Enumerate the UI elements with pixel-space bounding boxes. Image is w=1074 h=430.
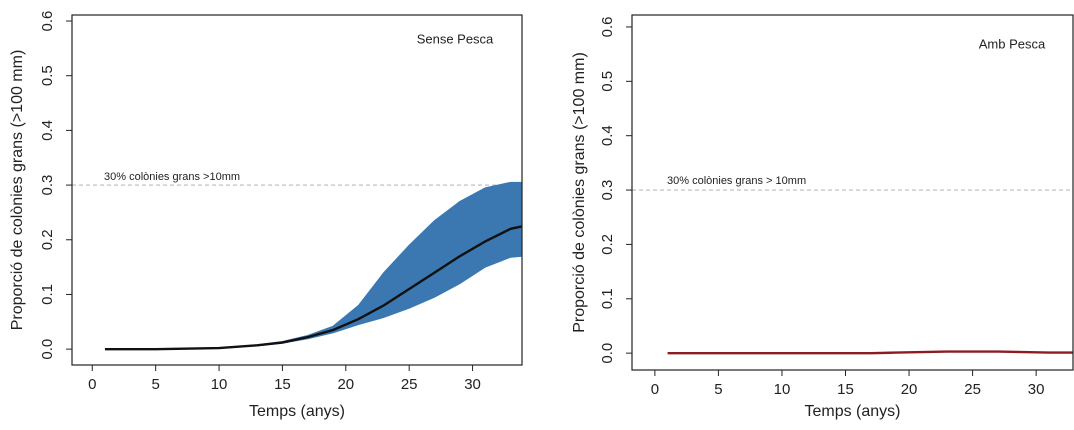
x-tick-label: 0	[651, 381, 659, 398]
chart-panel: 30% colònies grans > 10mm 0 5 10 15 20 25 30 0.0…	[571, 14, 1074, 420]
chart-title: Amb Pesca	[979, 36, 1046, 51]
y-axis-title: Proporció de colònies grans (>100 mm)	[9, 50, 26, 331]
x-tick-label: 30	[1028, 381, 1045, 398]
x-tick-label: 0	[88, 376, 96, 393]
x-tick-label: 15	[274, 376, 291, 393]
plot-frame	[71, 14, 523, 366]
x-tick-label: 25	[964, 381, 981, 398]
y-tick-label: 0.4	[599, 125, 616, 146]
y-tick-label: 0.4	[39, 120, 56, 141]
x-tick-label: 20	[901, 381, 918, 398]
y-tick-label: 0.5	[599, 71, 616, 92]
plot-area	[72, 181, 522, 351]
plot-frame	[631, 14, 1074, 371]
x-axis-title: Temps (anys)	[249, 403, 345, 420]
reference-label: 30% colònies grans >10mm	[104, 171, 240, 183]
plot-area	[632, 189, 1073, 355]
y-tick-label: 0.2	[39, 229, 56, 250]
y-tick-label: 0.1	[39, 284, 56, 305]
x-tick-label: 5	[714, 381, 722, 398]
chart-panel: 30% colònies grans >10mm 0 5 10 15 20 25 30 0.0 0…	[9, 11, 523, 420]
y-tick-label: 0.5	[39, 65, 56, 86]
y-tick-label: 0.2	[599, 234, 616, 255]
mean-line	[104, 225, 522, 351]
x-tick-label: 15	[837, 381, 854, 398]
x-tick-label: 10	[211, 376, 228, 393]
y-tick-label: 0.6	[599, 17, 616, 38]
x-tick-label: 30	[464, 376, 481, 393]
x-tick-label: 5	[151, 376, 159, 393]
x-tick-label: 20	[337, 376, 354, 393]
reference-label: 30% colònies grans > 10mm	[667, 175, 806, 187]
y-tick-label: 0.0	[39, 339, 56, 360]
x-tick-label: 10	[774, 381, 791, 398]
simulation-band	[104, 181, 522, 350]
x-tick-label: 25	[401, 376, 418, 393]
y-tick-label: 0.3	[599, 180, 616, 201]
y-tick-label: 0.3	[39, 175, 56, 196]
y-tick-label: 0.1	[599, 288, 616, 309]
y-tick-label: 0.0	[599, 343, 616, 364]
y-axis-title: Proporció de colònies grans (>100 mm)	[571, 52, 588, 333]
chart-title: Sense Pesca	[417, 31, 494, 46]
y-tick-label: 0.6	[39, 11, 56, 32]
x-axis-title: Temps (anys)	[804, 403, 900, 420]
mean-line	[667, 350, 1073, 355]
